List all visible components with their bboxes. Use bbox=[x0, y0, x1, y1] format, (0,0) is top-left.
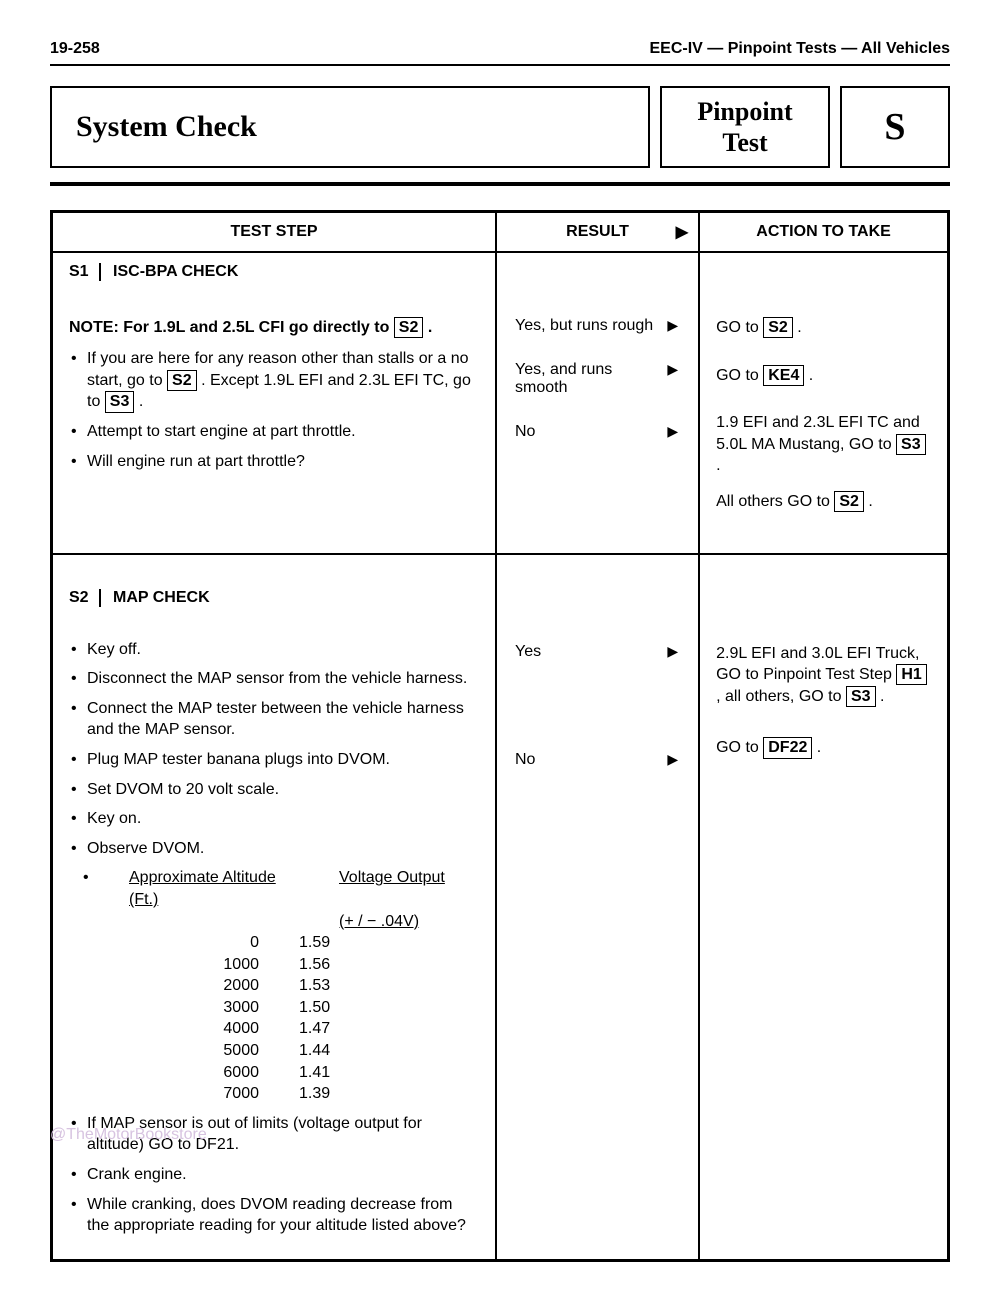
ref-box: S2 bbox=[394, 317, 424, 338]
bullet: If you are here for any reason other tha… bbox=[69, 348, 479, 413]
arrow-icon: ▶ bbox=[667, 751, 678, 768]
bullet: Crank engine. bbox=[69, 1164, 479, 1186]
header-title: EEC-IV — Pinpoint Tests — All Vehicles bbox=[649, 40, 950, 58]
ref-box: S2 bbox=[834, 491, 864, 512]
ref-box: S2 bbox=[763, 317, 793, 338]
bullet: Will engine run at part throttle? bbox=[69, 451, 479, 473]
ref-box: S3 bbox=[846, 686, 876, 707]
step-name: ISC-BPA CHECK bbox=[113, 263, 238, 280]
col-header-action: ACTION TO TAKE bbox=[699, 212, 948, 253]
table-header-row: TEST STEP RESULT ▶ ACTION TO TAKE bbox=[52, 212, 949, 253]
step-s1-header: S1 ISC-BPA CHECK bbox=[52, 252, 949, 295]
step-name: MAP CHECK bbox=[113, 589, 210, 606]
title-pinpoint: Pinpoint Test bbox=[660, 86, 830, 168]
col-header-result: RESULT ▶ bbox=[496, 212, 699, 253]
ref-box: S3 bbox=[896, 434, 926, 455]
bullet: Observe DVOM. bbox=[69, 838, 479, 860]
bullet: Plug MAP tester banana plugs into DVOM. bbox=[69, 749, 479, 771]
action-list: GO to S2 . GO to KE4 . 1.9 EFI and 2.3L … bbox=[716, 317, 931, 513]
title-row: System Check Pinpoint Test S bbox=[50, 86, 950, 186]
arrow-icon: ▶ bbox=[676, 222, 688, 242]
arrow-icon: ▶ bbox=[667, 361, 678, 378]
arrow-icon: ▶ bbox=[667, 317, 678, 334]
ref-box: H1 bbox=[896, 664, 926, 685]
bullet: If MAP sensor is out of limits (voltage … bbox=[69, 1113, 479, 1156]
bullet: Connect the MAP tester between the vehic… bbox=[69, 698, 479, 741]
arrow-icon: ▶ bbox=[667, 423, 678, 440]
col-header-step: TEST STEP bbox=[52, 212, 497, 253]
title-code: S bbox=[840, 86, 950, 168]
page-number: 19-258 bbox=[50, 40, 100, 58]
step-code: S1 bbox=[69, 263, 101, 281]
ref-box: KE4 bbox=[763, 365, 804, 386]
page-header: 19-258 EEC-IV — Pinpoint Tests — All Veh… bbox=[50, 40, 950, 66]
note: NOTE: For 1.9L and 2.5L CFI go directly … bbox=[69, 317, 479, 338]
step-code: S2 bbox=[69, 589, 101, 607]
ref-box: S3 bbox=[105, 391, 135, 412]
step-s2-header: S2 MAP CHECK bbox=[52, 579, 949, 621]
title-main: System Check bbox=[50, 86, 650, 168]
bullet: Disconnect the MAP sensor from the vehic… bbox=[69, 668, 479, 690]
result-list: Yes, but runs rough▶ Yes, and runs smoot… bbox=[513, 317, 682, 441]
step-bullets: If you are here for any reason other tha… bbox=[69, 348, 479, 472]
step-s1-body: NOTE: For 1.9L and 2.5L CFI go directly … bbox=[52, 295, 949, 554]
pinpoint-table: TEST STEP RESULT ▶ ACTION TO TAKE S1 ISC… bbox=[50, 210, 950, 1262]
arrow-icon: ▶ bbox=[667, 643, 678, 660]
result-list: Yes▶ No▶ bbox=[513, 643, 682, 769]
ref-box: S2 bbox=[167, 370, 197, 391]
bullet: While cranking, does DVOM reading decrea… bbox=[69, 1194, 479, 1237]
ref-box: DF22 bbox=[763, 737, 812, 758]
altitude-table: Approximate Altitude (Ft.) Voltage Outpu… bbox=[69, 867, 479, 1105]
bullet: Key on. bbox=[69, 808, 479, 830]
step-s2-body: Key off. Disconnect the MAP sensor from … bbox=[52, 621, 949, 1261]
bullet: Key off. bbox=[69, 639, 479, 661]
action-list: 2.9L EFI and 3.0L EFI Truck, GO to Pinpo… bbox=[716, 643, 931, 759]
bullet: Set DVOM to 20 volt scale. bbox=[69, 779, 479, 801]
bullet: Attempt to start engine at part throttle… bbox=[69, 421, 479, 443]
step-bullets: Key off. Disconnect the MAP sensor from … bbox=[69, 639, 479, 860]
